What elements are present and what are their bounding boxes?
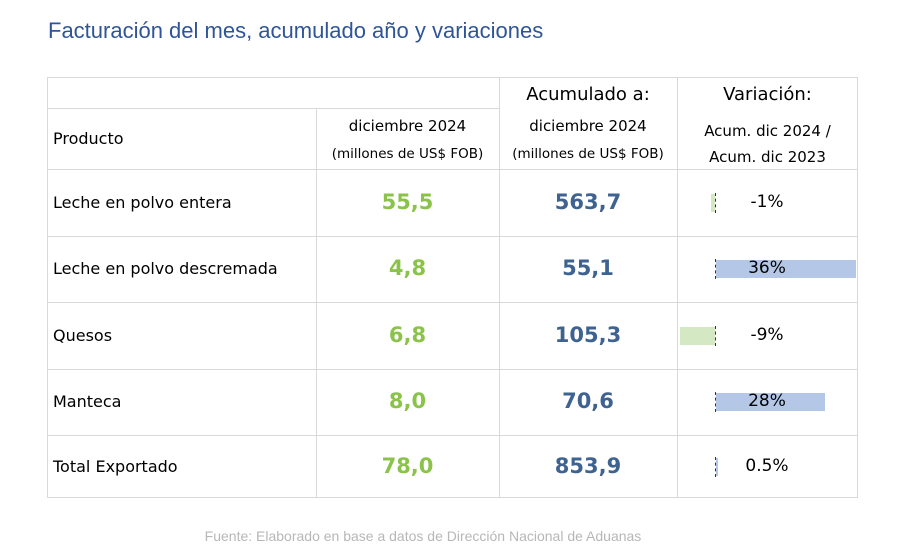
row-month-value: 6,8: [388, 322, 427, 347]
header-var-top: Variación:: [723, 84, 812, 105]
variation-bar: [711, 193, 715, 212]
row-month-value: 55,5: [381, 189, 434, 214]
source-note: Fuente: Elaborado en base a datos de Dir…: [204, 528, 642, 544]
variation-label: -9%: [750, 324, 784, 345]
header-producto: Producto: [53, 129, 124, 148]
row-product-label: Manteca: [53, 392, 122, 411]
variation-label: 36%: [748, 258, 786, 278]
row-divider-2: [47, 302, 858, 303]
row-product-label: Quesos: [53, 325, 113, 345]
variation-axis: [715, 456, 716, 477]
col-divider-3: [677, 77, 678, 498]
variation-bar: [679, 326, 715, 345]
row-divider-3: [47, 369, 858, 370]
row-ytd-value: 563,7: [554, 189, 622, 214]
row-month-value: 8,0: [388, 389, 427, 413]
variation-bar: [716, 393, 826, 411]
variation-label: 0.5%: [745, 455, 789, 476]
row-divider-4: [47, 435, 858, 436]
row-ytd-value: 55,1: [562, 256, 614, 280]
header-month-line2: (millones de US$ FOB): [331, 146, 484, 162]
header-ytd-top: Acumulado a:: [526, 84, 650, 105]
table-frame: [47, 77, 858, 498]
header-var-line2: Acum. dic 2023: [709, 148, 826, 166]
col-divider-1: [316, 108, 317, 498]
row-product-label: Leche en polvo entera: [53, 192, 232, 212]
row-divider-1: [47, 236, 858, 237]
row-product-label: Leche en polvo descremada: [53, 259, 278, 278]
page-title: Facturación del mes, acumulado año y var…: [48, 18, 544, 43]
header-month-line1: diciembre 2024: [348, 117, 467, 135]
row-month-value: 4,8: [388, 256, 427, 280]
row-product-label: Total Exportado: [53, 456, 178, 476]
variation-axis: [715, 392, 716, 412]
variation-axis: [715, 259, 716, 279]
variation-bar: [716, 260, 857, 278]
row-ytd-value: 853,9: [554, 453, 622, 478]
header-var-line1: Acum. dic 2024 /: [704, 122, 831, 140]
header-divider-bottom: [47, 169, 858, 170]
variation-label: -1%: [750, 191, 784, 212]
variation-label: 28%: [748, 391, 786, 411]
variation-axis: [715, 192, 716, 213]
row-ytd-value: 105,3: [554, 322, 622, 347]
variation-axis: [715, 325, 716, 346]
header-divider-top: [47, 108, 499, 109]
row-month-value: 78,0: [381, 453, 434, 478]
variation-bar: [716, 457, 718, 476]
row-ytd-value: 70,6: [562, 389, 614, 413]
header-ytd-line2: (millones de US$ FOB): [512, 146, 664, 162]
col-divider-2: [499, 77, 500, 498]
header-ytd-line1: diciembre 2024: [529, 117, 647, 135]
